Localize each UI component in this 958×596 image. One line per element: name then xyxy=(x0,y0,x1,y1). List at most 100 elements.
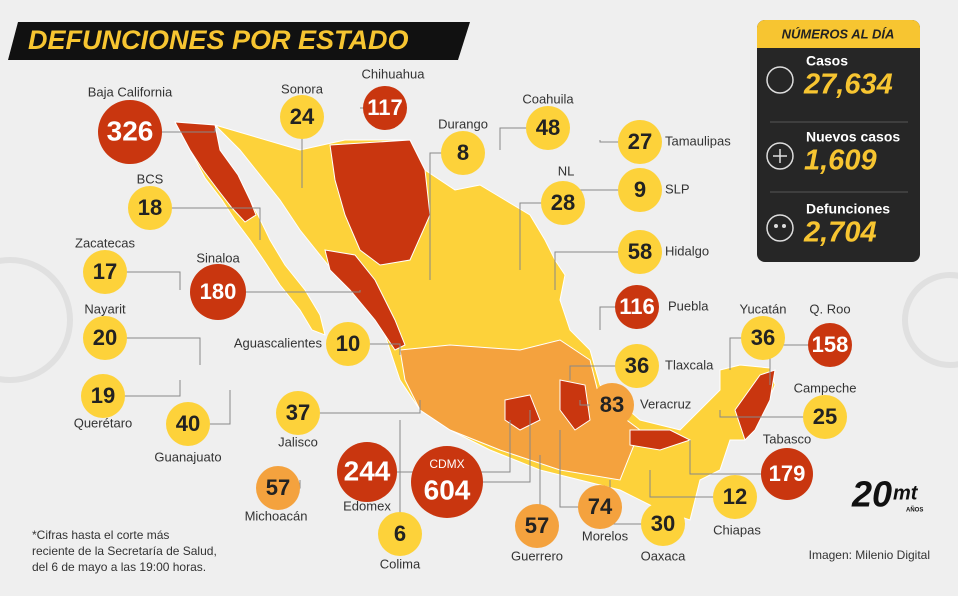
state-bubble xyxy=(83,250,127,294)
state-value: 83 xyxy=(600,392,624,417)
state-bubble xyxy=(326,322,370,366)
state-value: 180 xyxy=(200,279,237,304)
state-bubbles: 326 Baja California 24 Sonora 117 Chihuahua 48… xyxy=(74,66,857,571)
state-value: 17 xyxy=(93,259,117,284)
state-value: 25 xyxy=(813,404,837,429)
summary-panel: NÚMEROS AL DÍA xyxy=(757,20,920,262)
summary-value: 1,609 xyxy=(804,145,877,177)
state-bubble xyxy=(337,442,397,502)
state-bubble xyxy=(808,323,852,367)
state-bubble xyxy=(276,391,320,435)
state-name: Nayarit xyxy=(84,301,126,316)
state-name: Jalisco xyxy=(278,434,318,449)
state-name: Hidalgo xyxy=(665,243,709,258)
cases-icon xyxy=(766,66,794,94)
state-bubble xyxy=(761,448,813,500)
title: DEFUNCIONES POR ESTADO xyxy=(28,25,409,55)
state-bubble xyxy=(590,383,634,427)
logo-brand: mt xyxy=(893,482,919,504)
state-bubble xyxy=(515,504,559,548)
leader-line xyxy=(218,290,361,293)
summary-title: NÚMEROS AL DÍA xyxy=(782,26,895,41)
deaths-icon xyxy=(766,214,794,242)
leader-line xyxy=(554,251,640,290)
state-value: 30 xyxy=(651,511,675,536)
state-value: 24 xyxy=(290,104,315,129)
state-value: 28 xyxy=(551,190,575,215)
state-bubble xyxy=(128,186,172,230)
leader-line xyxy=(103,380,181,397)
state-name: Puebla xyxy=(668,298,709,313)
state-name: Edomex xyxy=(343,498,391,513)
state-value: 58 xyxy=(628,239,652,264)
state-value: 244 xyxy=(344,455,391,486)
state-value: 179 xyxy=(769,461,806,486)
state-name: Baja California xyxy=(88,84,173,99)
state-name: Zacatecas xyxy=(75,235,135,250)
state-bubble xyxy=(98,100,162,164)
state-value: 19 xyxy=(91,383,115,408)
state-value: 37 xyxy=(286,400,310,425)
state-name: SLP xyxy=(665,181,690,196)
state-bubble xyxy=(578,485,622,529)
state-bubble xyxy=(541,181,585,225)
state-name: Colima xyxy=(380,556,421,571)
state-value: 10 xyxy=(336,331,360,356)
state-name: Guerrero xyxy=(511,548,563,563)
state-bubble xyxy=(618,168,662,212)
state-value: 57 xyxy=(525,513,549,538)
state-name: CDMX xyxy=(429,457,464,471)
leader-line xyxy=(298,400,421,414)
state-bubble xyxy=(615,285,659,329)
state-name: Aguascalientes xyxy=(234,335,323,350)
leader-line xyxy=(649,470,735,498)
credit: Imagen: Milenio Digital xyxy=(809,548,930,562)
state-bubble xyxy=(363,86,407,130)
state-bubble xyxy=(618,230,662,274)
state-bubble xyxy=(641,502,685,546)
state-name: Querétaro xyxy=(74,415,133,430)
summary-value: 2,704 xyxy=(803,217,877,249)
state-name: NL xyxy=(558,163,575,178)
leader-line xyxy=(105,271,181,290)
state-bubble xyxy=(378,512,422,556)
state-value: 8 xyxy=(457,140,469,165)
footnote-line: *Cifras hasta el corte más xyxy=(32,528,169,542)
state-name: Tlaxcala xyxy=(665,357,714,372)
state-value: 27 xyxy=(628,129,652,154)
state-value: 12 xyxy=(723,484,747,509)
state-value: 116 xyxy=(619,294,655,319)
title-banner xyxy=(8,22,470,60)
state-name: Sinaloa xyxy=(196,250,240,265)
state-value: 117 xyxy=(367,95,403,120)
state-bubble xyxy=(81,374,125,418)
state-bubble xyxy=(803,395,847,439)
state-name: Q. Roo xyxy=(809,301,850,316)
state-name: Sonora xyxy=(281,81,324,96)
footnote-line: del 6 de mayo a las 19:00 horas. xyxy=(32,560,206,574)
leader-line xyxy=(719,410,825,418)
state-bubble xyxy=(280,95,324,139)
state-bubble xyxy=(441,131,485,175)
state-value: 20 xyxy=(93,325,117,350)
state-value: 18 xyxy=(138,195,162,220)
state-name: Tabasco xyxy=(763,431,811,446)
leader-line xyxy=(569,365,637,380)
state-name: Morelos xyxy=(582,528,629,543)
summary-value: 27,634 xyxy=(803,69,893,101)
state-bubble xyxy=(83,316,127,360)
state-name: Michoacán xyxy=(245,508,308,523)
state-bubble xyxy=(741,316,785,360)
state-name: Durango xyxy=(438,116,488,131)
state-value: 36 xyxy=(751,325,775,350)
state-value: 48 xyxy=(536,115,560,140)
state-value: 9 xyxy=(634,177,646,202)
state-bubble xyxy=(713,475,757,519)
state-bubble xyxy=(526,106,570,150)
state-bubble xyxy=(618,120,662,164)
state-value: 40 xyxy=(176,411,200,436)
leader-line xyxy=(689,440,787,475)
